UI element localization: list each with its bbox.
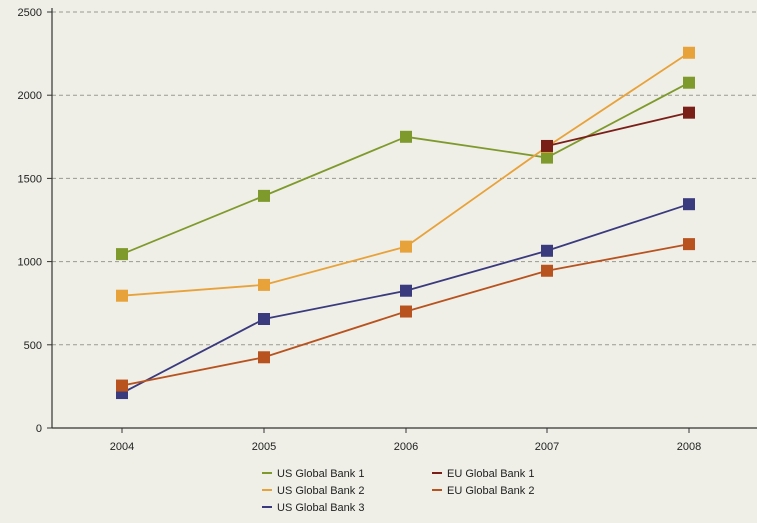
legend-item: EU Global Bank 1 <box>432 468 534 480</box>
y-tick-label: 1500 <box>18 173 42 185</box>
x-tick-label: 2006 <box>394 441 418 453</box>
data-point-marker <box>683 238 695 251</box>
legend-item: US Global Bank 1 <box>262 468 364 480</box>
data-point-marker <box>683 198 695 211</box>
data-point-marker <box>258 189 270 202</box>
legend-label: EU Global Bank 2 <box>447 485 534 497</box>
data-point-marker <box>258 313 270 326</box>
data-point-marker <box>116 379 128 392</box>
data-point-marker <box>541 264 553 277</box>
data-point-marker <box>258 278 270 291</box>
data-point-marker <box>683 76 695 89</box>
y-tick-label: 500 <box>24 340 42 352</box>
legend-item: US Global Bank 2 <box>262 485 364 497</box>
gridlines <box>52 11 757 346</box>
data-point-marker <box>541 151 553 164</box>
x-tick-label: 2008 <box>677 441 701 453</box>
legend: US Global Bank 1 EU Global Bank 1 US Globa… <box>262 468 534 514</box>
data-point-marker <box>258 351 270 364</box>
data-point-marker <box>400 240 412 253</box>
data-point-marker <box>400 130 412 143</box>
series-4 <box>541 106 695 152</box>
data-point-marker <box>116 289 128 302</box>
data-point-marker <box>116 248 128 261</box>
series-1 <box>116 76 695 261</box>
series-5 <box>116 238 695 392</box>
legend-item: US Global Bank 3 <box>262 502 364 514</box>
x-tick-label: 2004 <box>110 441 134 453</box>
series-line <box>546 111 690 147</box>
data-point-marker <box>400 305 412 318</box>
legend-label: US Global Bank 3 <box>277 502 364 514</box>
y-tick-label: 2000 <box>18 90 42 102</box>
series-2 <box>116 46 695 302</box>
x-tick-label: 2005 <box>252 441 276 453</box>
data-point-marker <box>541 244 553 257</box>
y-tick-label: 0 <box>36 423 42 435</box>
legend-label: US Global Bank 2 <box>277 485 364 497</box>
legend-label: US Global Bank 1 <box>277 468 364 480</box>
data-point-marker <box>683 106 695 119</box>
x-tick-label: 2007 <box>535 441 559 453</box>
series-lines <box>116 46 695 400</box>
series-line <box>121 203 690 394</box>
y-tick-label: 2500 <box>18 7 42 19</box>
axes: 0 500 1000 1500 2000 2500 2004 2005 2006 2007 2008 <box>18 7 757 453</box>
y-tick-label: 1000 <box>18 257 42 269</box>
legend-item: EU Global Bank 2 <box>432 485 534 497</box>
data-point-marker <box>541 139 553 152</box>
legend-label: EU Global Bank 1 <box>447 468 534 480</box>
data-point-marker <box>683 46 695 59</box>
data-point-marker <box>400 284 412 297</box>
